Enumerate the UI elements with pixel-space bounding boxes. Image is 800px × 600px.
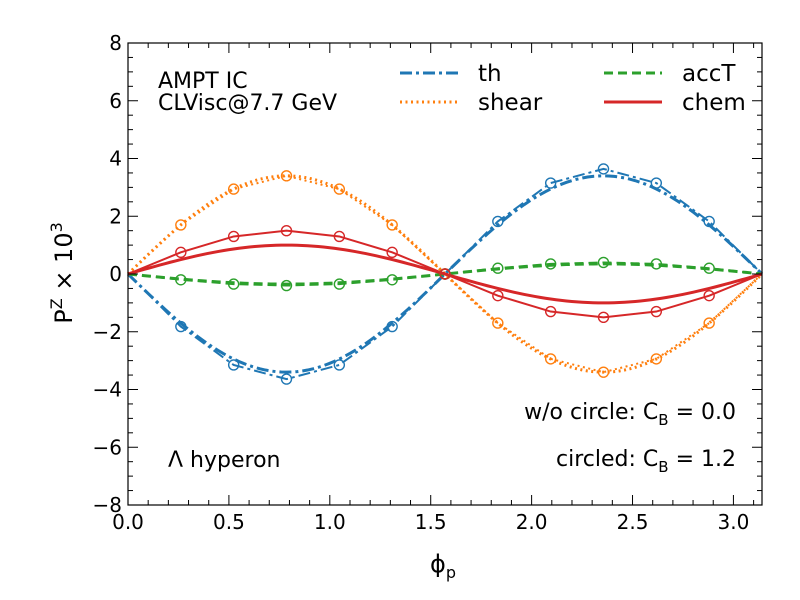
marker-accT: [650, 258, 663, 270]
model-label-line2: CLVisc@7.7 GeV: [158, 91, 337, 116]
marker-shear: [333, 183, 346, 195]
marker-accT: [333, 278, 346, 290]
legend-label-shear: shear: [478, 90, 543, 116]
markers-layer: [175, 163, 715, 385]
circled-line-accT: [127, 261, 763, 287]
marker-chem: [386, 246, 398, 259]
marker-th: [492, 215, 504, 228]
marker-shear: [597, 366, 610, 378]
marker-accT: [280, 279, 293, 292]
circled-line-th: [127, 167, 763, 381]
marker-shear: [650, 353, 663, 365]
particle-label: Λ hyperon: [168, 448, 280, 473]
y-tick-label: 2: [109, 204, 122, 228]
marker-chem: [280, 224, 293, 237]
circled-label: circled: CB = 1.2: [556, 447, 736, 476]
marker-th: [227, 359, 240, 371]
x-axis-label: ϕp: [430, 550, 456, 582]
marker-chem: [492, 289, 504, 302]
marker-shear: [703, 317, 715, 329]
y-tick-label: 6: [109, 89, 122, 113]
curve-shear: [126, 174, 764, 374]
y-axis-label: PZ × 103: [47, 222, 78, 324]
curve-accT: [127, 262, 763, 286]
marker-shear: [227, 183, 240, 195]
ticks-layer: [127, 42, 762, 506]
marker-th: [597, 163, 610, 175]
marker-th: [333, 359, 346, 371]
marker-th: [703, 215, 715, 228]
x-tick-labels: 0.0 0.5 1.0 1.5 2.0 2.5 3.0: [112, 510, 749, 534]
y-tick-label: −8: [93, 493, 122, 517]
marker-accT: [492, 262, 504, 274]
marker-chem: [597, 311, 610, 324]
marker-th: [544, 177, 557, 189]
y-tick-label: 8: [109, 31, 122, 55]
marker-th: [650, 177, 663, 189]
wo-circle-label: w/o circle: CB = 0.0: [524, 400, 736, 429]
y-tick-label: 4: [109, 147, 122, 171]
x-tick-label: 1.0: [314, 510, 346, 534]
marker-accT: [386, 274, 398, 286]
marker-accT: [703, 262, 715, 274]
marker-accT: [175, 274, 187, 286]
y-tick-label: −6: [93, 435, 122, 459]
marker-th: [175, 320, 187, 333]
marker-chem: [439, 268, 451, 280]
marker-shear: [492, 317, 504, 329]
x-tick-label: 3.0: [718, 510, 750, 534]
marker-chem: [703, 289, 715, 302]
legend-label-th: th: [478, 61, 502, 87]
marker-accT: [544, 258, 557, 270]
y-tick-labels: −8 −6 −4 −2 0 2 4 6 8: [93, 31, 122, 517]
marker-shear: [386, 219, 398, 231]
marker-th: [386, 320, 398, 333]
x-tick-label: 2.0: [516, 510, 548, 534]
marker-chem: [544, 305, 557, 318]
legend-label-chem: chem: [682, 90, 746, 116]
y-tick-label: −4: [93, 378, 122, 402]
marker-shear: [175, 219, 187, 231]
model-label-line1: AMPT IC: [158, 69, 248, 94]
x-tick-label: 0.0: [112, 510, 144, 534]
marker-chem: [333, 230, 346, 243]
curve-th: [126, 174, 764, 374]
circled-line-chem: [127, 229, 763, 319]
x-tick-label: 2.5: [617, 510, 649, 534]
marker-chem: [175, 246, 187, 259]
legend-label-accT: accT: [682, 61, 736, 87]
x-tick-label: 1.5: [415, 510, 447, 534]
marker-shear: [544, 353, 557, 365]
marker-accT: [227, 278, 240, 290]
legend: th shear accT chem: [400, 61, 746, 116]
marker-chem: [227, 230, 240, 243]
y-tick-label: 0: [109, 262, 122, 286]
x-tick-label: 0.5: [213, 510, 245, 534]
marker-shear: [280, 170, 293, 182]
curves-layer: [126, 167, 764, 381]
marker-chem: [650, 305, 663, 318]
y-tick-label: −2: [93, 320, 122, 344]
marker-accT: [597, 256, 610, 269]
marker-th: [280, 373, 293, 385]
